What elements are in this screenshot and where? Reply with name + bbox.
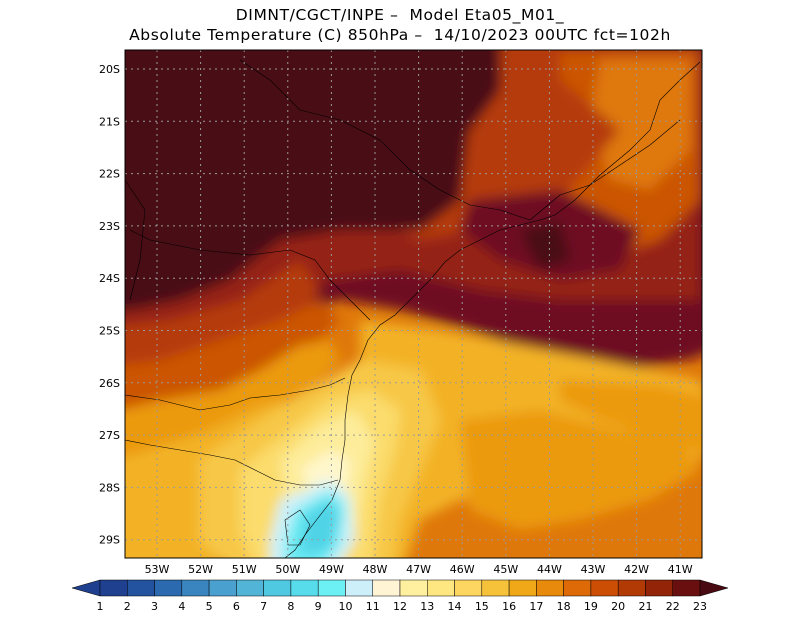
band-17-east [590,60,690,190]
lon-tick-label: 42W [624,563,649,576]
lon-tick-label: 53W [145,563,170,576]
colorbar-arrow-right [699,579,729,597]
colorbar-swatch [536,579,564,597]
colorbar-label: 12 [393,600,407,613]
colorbar-label: 14 [448,600,462,613]
colorbar-swatch [590,579,619,597]
lat-tick-label: 29S [99,534,120,547]
colorbar-label: 20 [611,600,625,613]
state-border-mg-rj [529,119,681,221]
lat-lon-grid [125,50,702,558]
lat-tick-label: 27S [99,429,120,442]
colorbar-label: 4 [178,600,185,613]
colorbar-label: 16 [502,600,516,613]
colorbar-label: 18 [557,600,571,613]
colorbar-swatch [672,579,701,597]
lon-tick-label: 43W [581,563,606,576]
plot-frame [124,49,703,559]
band-22-sp [520,220,570,270]
colorbar-label: 11 [366,600,380,613]
colorbar-swatch [427,579,455,597]
lat-tick-label: 22S [99,168,120,181]
coastline-and-borders [125,59,701,558]
state-border-ms [125,179,146,301]
lon-tick-label: 48W [363,563,388,576]
colorbar-label: 10 [338,600,352,613]
colorbar-label: 9 [315,600,322,613]
colorbar-swatch [181,579,210,597]
chart-title-line-2: Absolute Temperature (C) 850hPa – 14/10/… [129,26,671,44]
colorbar-label: 21 [638,600,652,613]
lat-tick-label: 21S [99,115,120,128]
colorbar-label: 3 [151,600,158,613]
lon-tick-label: 47W [406,563,431,576]
colorbar-swatch [645,579,673,597]
coastline [284,61,701,558]
colorbar-label: 17 [529,600,543,613]
lon-tick-label: 41W [668,563,693,576]
state-border-rs-sc [125,439,339,486]
lon-tick-label: 51W [232,563,257,576]
colorbar-swatch [236,579,264,597]
colorbar-swatch [127,579,155,597]
lon-tick-label: 46W [450,563,475,576]
colorbar-label: 6 [233,600,240,613]
colorbar-swatch [317,579,346,597]
colorbar-label: 23 [693,600,707,613]
longitude-axis: 53W 52W 51W 50W 49W 48W 47W 46W 45W 44W 43W 42W 41W [145,563,693,576]
lagoon-patos [284,509,311,546]
lon-tick-label: 50W [275,563,300,576]
colorbar-swatch [617,579,646,597]
colorbar-swatch [263,579,292,597]
colorbar-swatch [99,579,128,597]
colorbar-label: 19 [584,600,598,613]
lat-tick-label: 23S [99,220,120,233]
colorbar-swatch [345,579,373,597]
colorbar-label: 5 [206,600,213,613]
colorbar-swatch [154,579,183,597]
chart-title-line-1: DIMNT/CGCT/INPE – Model Eta05_M01_ [235,6,565,24]
lon-tick-label: 45W [493,563,518,576]
lat-tick-label: 26S [99,377,120,390]
colorbar-label: 8 [287,600,294,613]
colorbar-label: 2 [124,600,131,613]
colorbar-label: 1 [97,600,104,613]
colorbar-arrow-left [71,579,101,597]
colorbar: 1 2 3 4 5 6 7 8 9 10 11 12 13 14 15 16 17 18 19 20 21 22 23 [71,579,729,613]
lat-tick-label: 24S [99,272,120,285]
colorbar-swatch [563,579,592,597]
colorbar-swatch [290,579,319,597]
lon-tick-label: 44W [537,563,562,576]
colorbar-label: 7 [260,600,267,613]
colorbar-swatch [208,579,237,597]
colorbar-swatch [454,579,483,597]
band-22-north [440,50,500,130]
lat-tick-label: 25S [99,325,120,338]
colorbar-label: 22 [666,600,680,613]
lat-tick-label: 28S [99,481,120,494]
state-border-sc-pr [125,377,346,411]
temperature-field [125,50,702,558]
band-16-s [460,410,700,530]
band-8 [300,500,340,555]
colorbar-swatch [481,579,510,597]
colorbar-swatch [372,579,401,597]
colorbar-label: 13 [420,600,434,613]
state-border-sp-mg [239,59,531,221]
colorbar-label: 15 [475,600,489,613]
lon-tick-label: 52W [188,563,213,576]
colorbar-swatch [399,579,428,597]
state-border-pr-sp [129,229,371,321]
colorbar-swatch [508,579,537,597]
latitude-axis: 20S 21S 22S 23S 24S 25S 26S 27S 28S 29S [99,63,120,547]
lat-tick-label: 20S [99,63,120,76]
lon-tick-label: 49W [319,563,344,576]
band-22-west [125,50,470,310]
